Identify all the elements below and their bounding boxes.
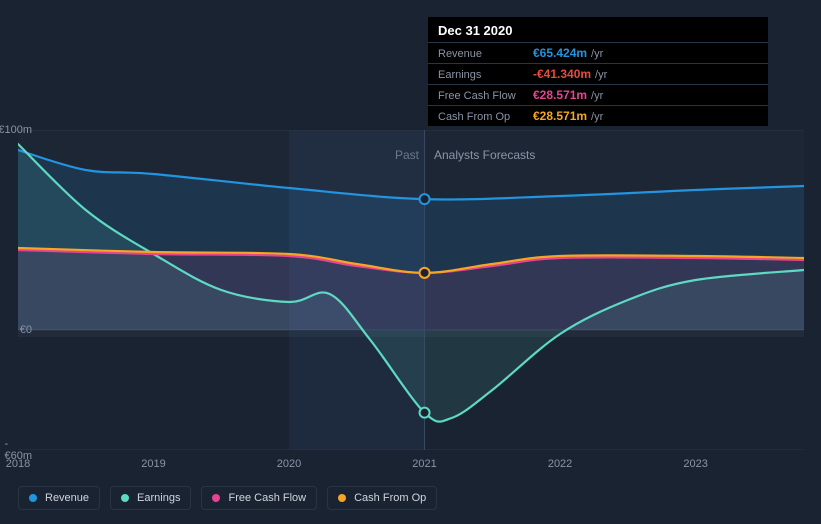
legend-dot-icon [212,494,220,502]
legend-dot-icon [121,494,129,502]
chart-canvas [18,130,804,450]
y-axis-label: €100m [0,124,32,136]
tooltip-row: Earnings-€41.340m/yr [428,63,768,84]
tooltip-row: Cash From Op€28.571m/yr [428,105,768,126]
tooltip-date: Dec 31 2020 [428,17,768,42]
legend-dot-icon [29,494,37,502]
legend-item-earnings[interactable]: Earnings [110,486,191,510]
legend-label: Earnings [137,492,180,504]
tooltip-row-label: Free Cash Flow [438,90,533,102]
tooltip-row-label: Earnings [438,69,533,81]
tooltip-row-unit: /yr [591,90,603,102]
tooltip-row-unit: /yr [595,69,607,81]
x-axis-label: 2022 [548,458,572,470]
legend-dot-icon [338,494,346,502]
tooltip-row-value: -€41.340m [533,67,591,81]
tooltip-row-value: €28.571m [533,109,587,123]
chart-legend: Revenue Earnings Free Cash Flow Cash From O… [18,486,437,510]
legend-item-free-cash-flow[interactable]: Free Cash Flow [201,486,317,510]
x-axis-labels: 201820192020202120222023 [18,458,804,478]
financials-chart[interactable]: €100m€0-€60m [18,130,804,450]
legend-item-cash-from-op[interactable]: Cash From Op [327,486,437,510]
y-axis-label: €0 [20,324,32,336]
x-axis-label: 2018 [6,458,30,470]
legend-label: Revenue [45,492,89,504]
chart-tooltip: Dec 31 2020 Revenue€65.424m/yrEarnings-€… [428,17,768,126]
tooltip-row-value: €65.424m [533,46,587,60]
legend-item-revenue[interactable]: Revenue [18,486,100,510]
tooltip-row-label: Cash From Op [438,111,533,123]
tooltip-row-unit: /yr [591,111,603,123]
tooltip-row-unit: /yr [591,48,603,60]
tooltip-row-label: Revenue [438,48,533,60]
tooltip-row: Revenue€65.424m/yr [428,42,768,63]
tooltip-row: Free Cash Flow€28.571m/yr [428,84,768,105]
x-axis-label: 2020 [277,458,301,470]
legend-label: Cash From Op [354,492,426,504]
legend-label: Free Cash Flow [228,492,306,504]
tooltip-row-value: €28.571m [533,88,587,102]
x-axis-label: 2021 [412,458,436,470]
x-axis-label: 2023 [683,458,707,470]
x-axis-label: 2019 [141,458,165,470]
